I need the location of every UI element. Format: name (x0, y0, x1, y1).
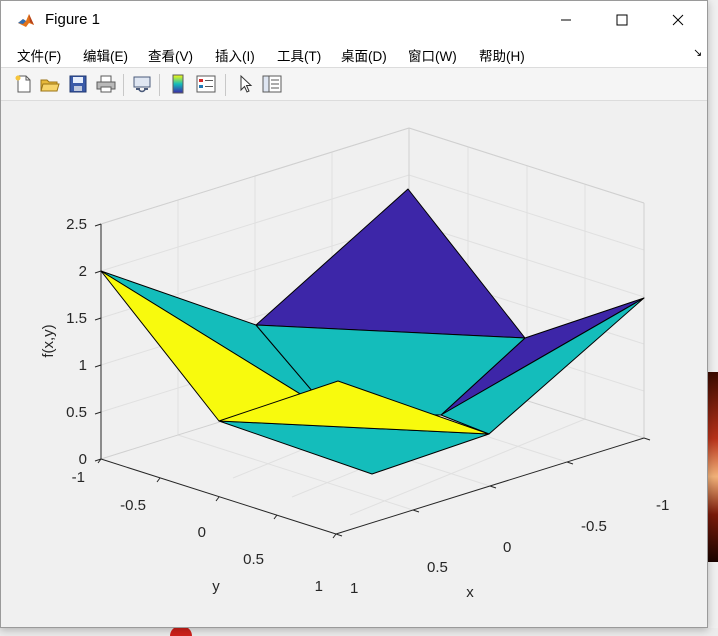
menu-help[interactable]: 帮助(H) (479, 49, 525, 64)
z-tick-label: 1.5 (66, 310, 87, 327)
z-tick-label: 2.5 (66, 216, 87, 233)
x-axis-label: x (466, 584, 474, 601)
new-figure-icon[interactable] (13, 73, 35, 95)
menu-window[interactable]: 窗口(W) (408, 49, 457, 64)
menu-tools[interactable]: 工具(T) (277, 49, 322, 64)
menu-desktop[interactable]: 桌面(D) (341, 49, 387, 64)
menu-view[interactable]: 查看(V) (148, 49, 193, 64)
x-tick-label: 1 (350, 580, 358, 597)
y-tick-label: 0.5 (243, 551, 264, 568)
toolbar-separator (123, 74, 124, 96)
surface-face-back (255, 188, 526, 339)
title-bar[interactable]: Figure 1 (1, 1, 707, 39)
y-tick-label: -0.5 (120, 497, 146, 514)
print-icon[interactable] (95, 73, 117, 95)
menu-insert[interactable]: 插入(I) (215, 49, 255, 64)
toolbar-separator (159, 74, 160, 96)
window-title: Figure 1 (45, 11, 101, 28)
maximize-button[interactable] (599, 1, 645, 39)
axes-tick-marks (94, 223, 651, 539)
surface-face-right-front (440, 297, 645, 435)
x-tick-labels: -1 -0.5 0 0.5 1 (350, 497, 669, 597)
z-tick-label: 1 (79, 357, 87, 374)
open-file-icon[interactable] (39, 73, 61, 95)
menu-bar: 文件(F) 编辑(E) 查看(V) 插入(I) 工具(T) 桌面(D) 窗口(W… (1, 39, 707, 67)
z-tick-label: 2 (79, 263, 87, 280)
menu-file[interactable]: 文件(F) (17, 49, 62, 64)
y-axis-label: y (212, 578, 220, 595)
maximize-icon (616, 14, 628, 26)
figure-canvas[interactable]: 0 0.5 1 1.5 2 2.5 -1 -0.5 0 0.5 1 -1 -0.… (1, 101, 707, 627)
background-app-icon-fragment (170, 626, 192, 636)
menu-edit[interactable]: 编辑(E) (83, 49, 128, 64)
z-tick-label: 0.5 (66, 404, 87, 421)
close-icon (672, 14, 684, 26)
surface-faces (100, 188, 645, 475)
background-desktop-right (708, 0, 718, 636)
x-tick-label: -0.5 (581, 518, 607, 535)
x-tick-label: 0 (503, 539, 511, 556)
y-tick-label: 1 (315, 578, 323, 595)
x-tick-label: 0.5 (427, 559, 448, 576)
edit-plot-arrow-icon[interactable] (235, 73, 257, 95)
surface-face-center-front (218, 380, 490, 435)
z-axis-label: f(x,y) (40, 324, 57, 357)
y-tick-label: 0 (198, 524, 206, 541)
close-button[interactable] (655, 1, 701, 39)
insert-colorbar-icon[interactable] (167, 73, 189, 95)
figure-toolbar (1, 67, 707, 101)
y-tick-label: -1 (72, 469, 85, 486)
z-tick-labels: 0 0.5 1 1.5 2 2.5 (66, 216, 87, 468)
minimize-button[interactable] (543, 1, 589, 39)
insert-legend-icon[interactable] (195, 73, 217, 95)
minimize-icon (561, 19, 571, 21)
z-tick-label: 0 (79, 451, 87, 468)
surface-plot[interactable]: 0 0.5 1 1.5 2 2.5 -1 -0.5 0 0.5 1 -1 -0.… (1, 101, 707, 627)
link-plot-icon[interactable] (131, 73, 153, 95)
menu-overflow-arrow-icon[interactable]: ↘ (693, 46, 703, 59)
toolbar-separator (225, 74, 226, 96)
y-tick-labels: -1 -0.5 0 0.5 1 (72, 469, 323, 595)
x-tick-label: -1 (656, 497, 669, 514)
figure-window: Figure 1 文件(F) 编辑(E) 查看(V) 插入(I) 工具(T) 桌… (0, 0, 708, 628)
matlab-logo-icon (17, 11, 35, 29)
background-desktop-bottom (0, 628, 718, 636)
property-inspector-icon[interactable] (261, 73, 283, 95)
background-image-fragment (708, 372, 718, 562)
save-icon[interactable] (67, 73, 89, 95)
